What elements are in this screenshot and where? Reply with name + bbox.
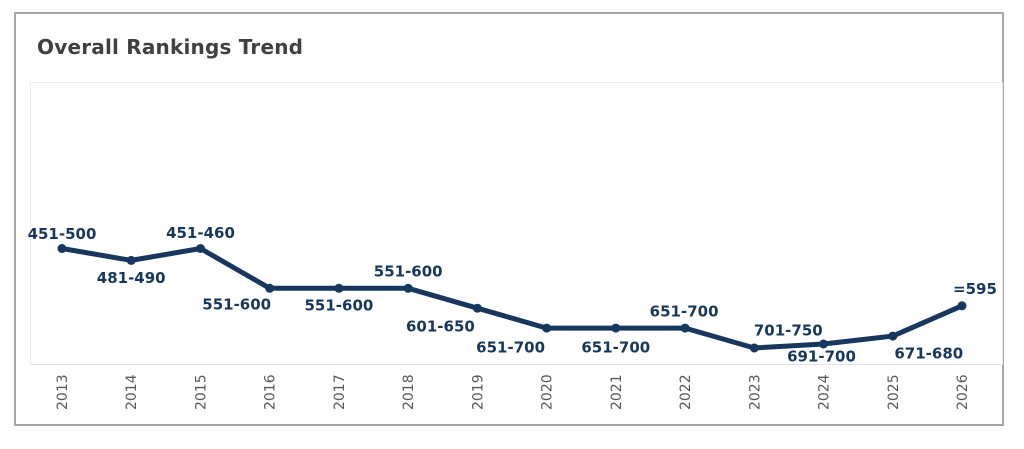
chart-card: Overall Rankings Trend <box>14 12 1004 426</box>
plot-area <box>30 82 1003 365</box>
chart-title: Overall Rankings Trend <box>37 35 304 59</box>
